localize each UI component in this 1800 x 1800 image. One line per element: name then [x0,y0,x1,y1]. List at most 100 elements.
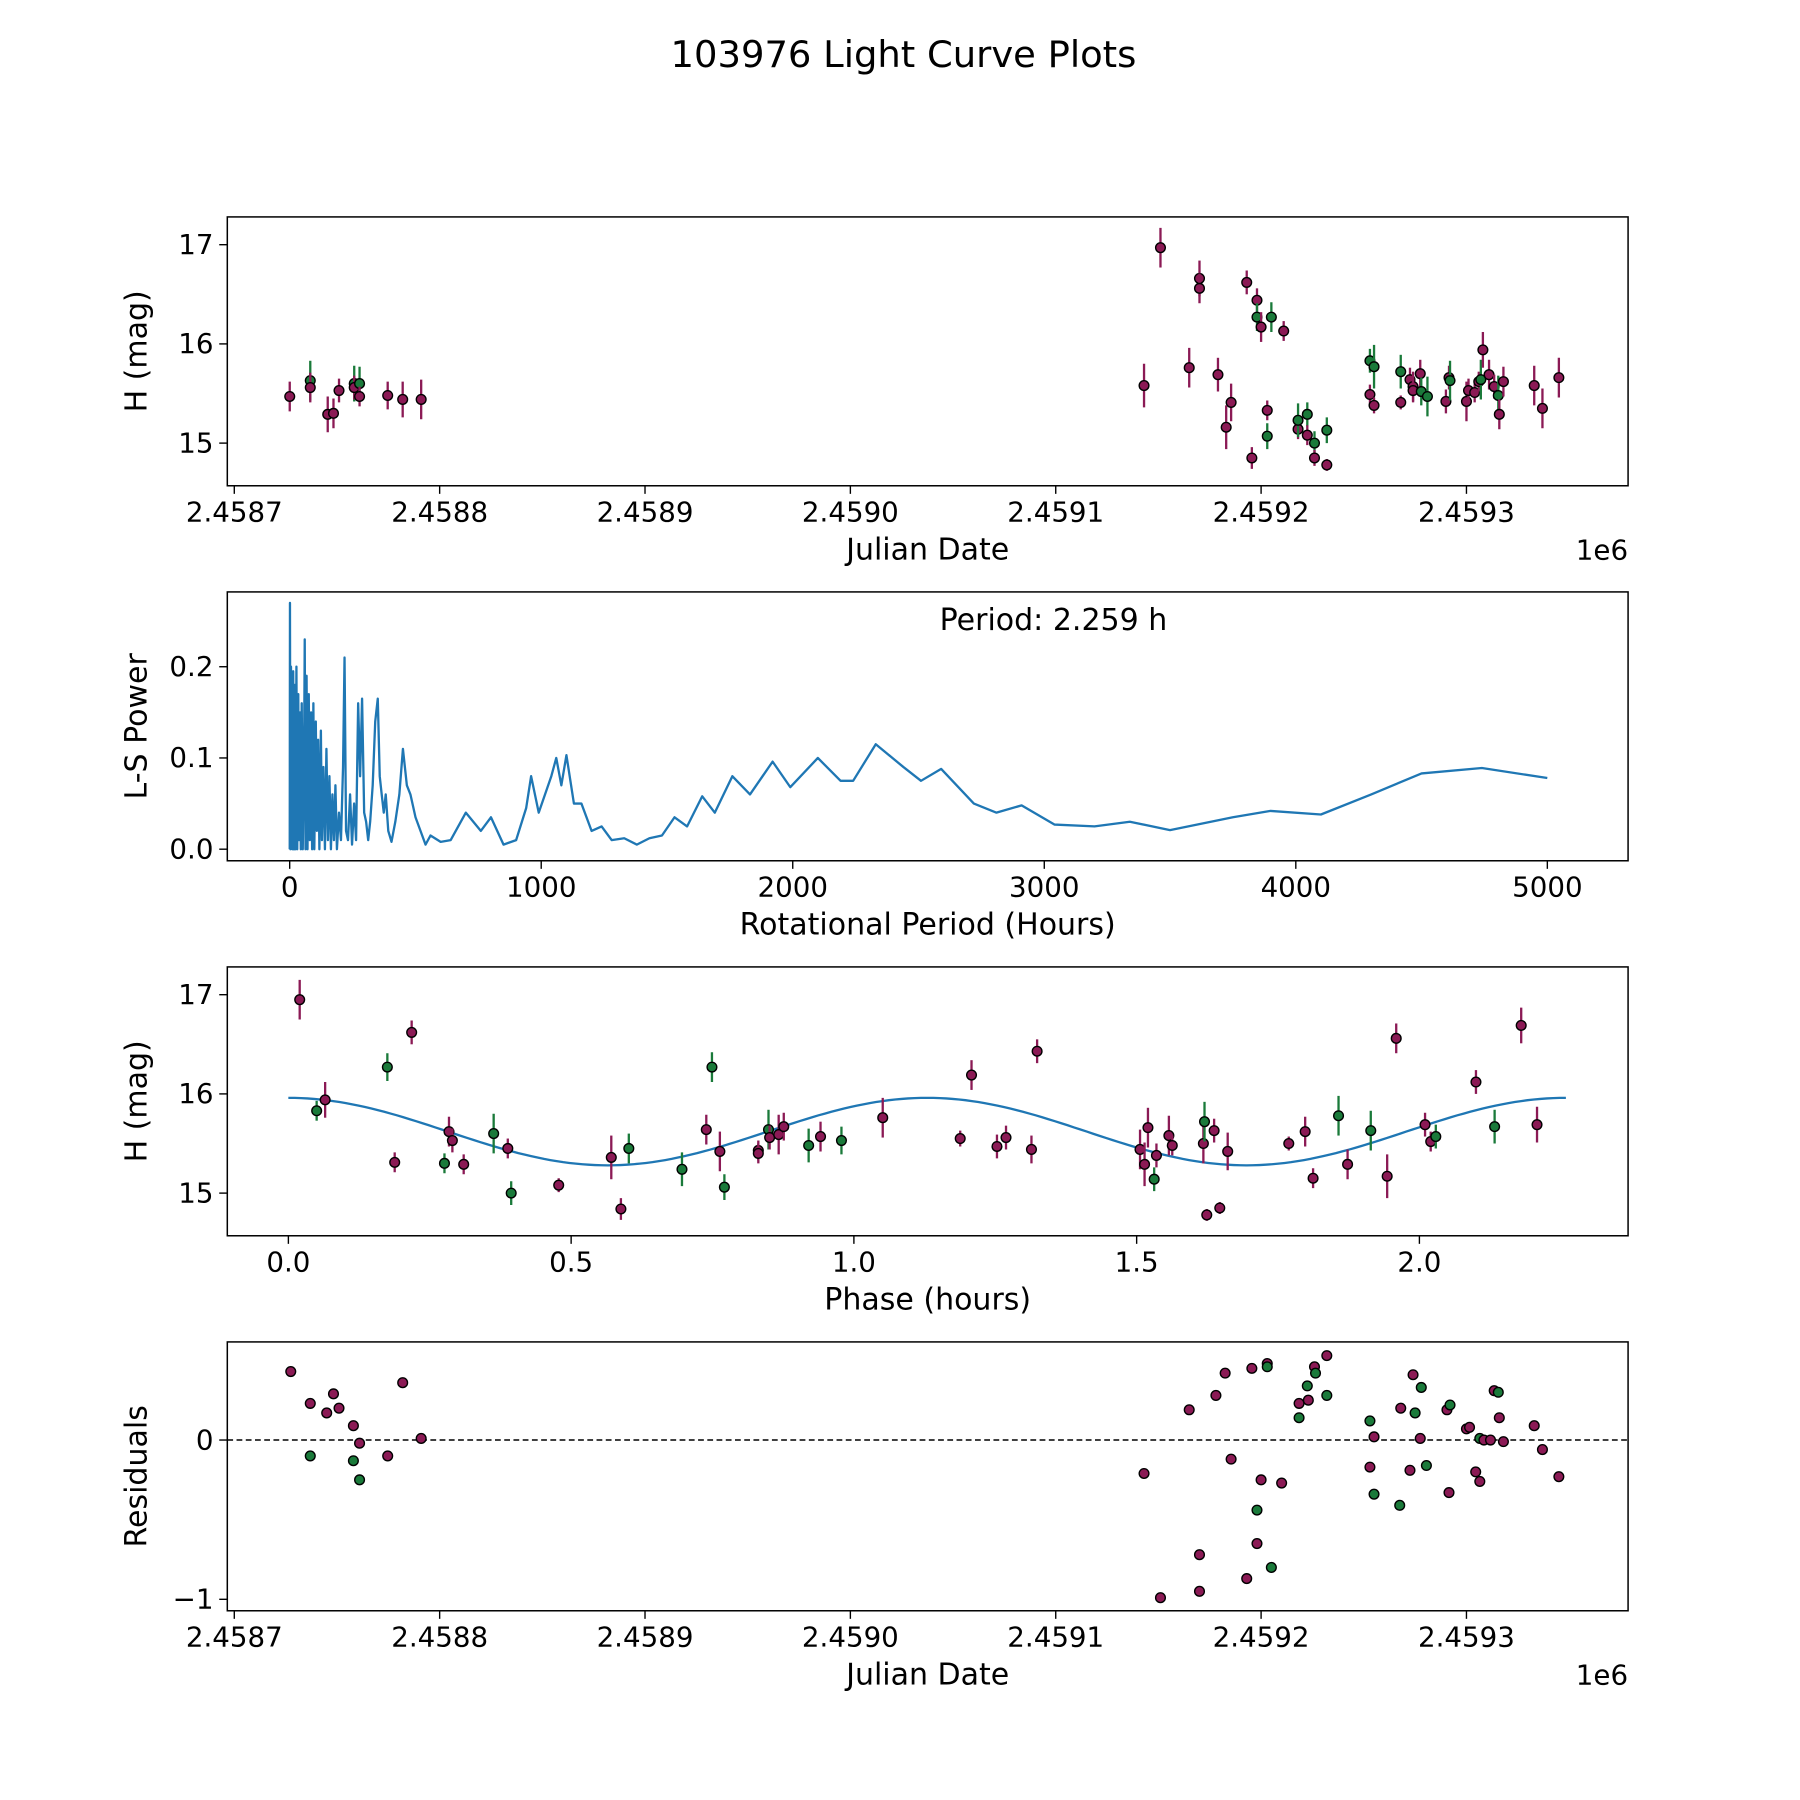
data-point [1469,386,1481,399]
data-point [1183,1404,1195,1416]
data-point [1246,452,1258,464]
data-point [752,1147,764,1159]
data-point [1222,1145,1234,1157]
data-point [382,389,394,402]
x-tick-label: 1.5 [1115,1246,1159,1279]
data-point [1321,1350,1333,1362]
plot-area [288,979,1566,1221]
data-point [553,1179,565,1191]
data-point [1241,276,1253,288]
data-point [954,1133,966,1145]
data-point [718,1181,730,1193]
data-point [1212,369,1224,381]
x-axis-label: Rotational Period (Hours) [740,908,1116,943]
x-tick-label: 4000 [1261,871,1331,904]
data-point [397,1377,409,1389]
data-point [1251,1504,1263,1516]
data-point [327,407,340,419]
data-point [1477,344,1489,356]
data-point [714,1145,726,1157]
offset-text: 1e6 [1576,534,1628,567]
data-point [381,1061,393,1073]
y-tick-label: 0.0 [169,832,213,865]
data-point [333,1402,345,1414]
data-point [1265,311,1277,323]
data-point [1301,429,1313,441]
x-tick-label: 2.4593 [1418,496,1515,529]
data-point [1139,1158,1151,1170]
data-point [1193,282,1206,294]
data-point [1536,1444,1548,1456]
data-point [304,1450,316,1462]
data-point [706,1061,718,1073]
data-point [1025,1143,1038,1155]
data-point [1415,1381,1427,1394]
data-point [1419,1119,1431,1131]
y-tick-label: 0.2 [169,650,213,683]
data-point [803,1139,815,1152]
data-point [406,1026,418,1038]
data-point [285,1366,297,1378]
data-point [1475,374,1487,386]
y-axis-label: H (mag) [120,290,155,412]
x-tick-label: 2.4588 [391,1621,488,1654]
data-point [1390,1032,1402,1044]
data-point [1342,1158,1354,1170]
data-point [1430,1131,1442,1143]
data-point [1368,361,1380,373]
data-point [1246,1362,1258,1374]
data-point [1528,1420,1540,1432]
data-point [1483,369,1495,381]
data-point [1208,1125,1220,1137]
x-axis-label: Phase (hours) [824,1283,1031,1318]
data-point [1261,430,1273,442]
data-point [835,1134,847,1147]
data-point [1321,459,1333,471]
data-point [1444,1399,1456,1411]
data-point [1193,1549,1206,1561]
periodogram-panel: 0 1000 2000 3000 4000 5000 0.0 0.1 0.2 Rotational… [120,591,1629,943]
data-point [1489,1121,1501,1133]
data-point [347,1455,359,1467]
data-point [1031,1045,1043,1057]
data-point [1308,437,1321,449]
data-point [1460,395,1472,407]
data-point [354,1474,366,1486]
plot-area [288,601,1548,851]
phase-folded-panel: 0.0 0.5 1.0 1.5 2.0 15 16 17 Phase (hours) H (mag… [120,966,1629,1318]
data-point [1364,1415,1376,1427]
data-point [1214,1202,1226,1214]
data-point [1265,1561,1277,1573]
data-point [294,994,306,1006]
x-axis-label: Julian Date [844,1658,1009,1693]
light-curve-panel: 2.4587 2.4588 2.4589 2.4590 2.4591 2.4592 2.45… [120,216,1629,568]
x-tick-label: 2.4587 [186,1621,283,1654]
residuals-panel: 2.4587 2.4588 2.4589 2.4590 2.4591 2.4592 2.45… [120,1341,1629,1693]
data-point [615,1203,627,1215]
data-point [1293,1412,1305,1424]
data-point [415,1432,427,1444]
data-point [1440,395,1452,407]
figure-title: 103976 Light Curve Plots [671,33,1137,76]
periodogram-line [288,601,1548,851]
data-point [333,384,345,397]
data-point [1255,1474,1267,1486]
data-point [1497,1436,1509,1448]
data-point [389,1156,401,1168]
data-point [1138,380,1150,392]
data-point [1198,1116,1211,1128]
y-tick-label: 17 [178,978,213,1011]
data-point [1394,1499,1406,1511]
y-tick-label: 16 [178,1077,213,1110]
data-point [1470,1076,1482,1088]
x-tick-label: 2.4591 [1007,496,1104,529]
data-point [1241,1573,1253,1585]
data-point [1201,1209,1213,1221]
axes-frame [226,966,1629,1237]
data-point [1299,1126,1311,1138]
data-point [488,1128,500,1140]
data-point [1142,1122,1154,1134]
data-point [1395,396,1407,408]
data-point [284,390,296,403]
